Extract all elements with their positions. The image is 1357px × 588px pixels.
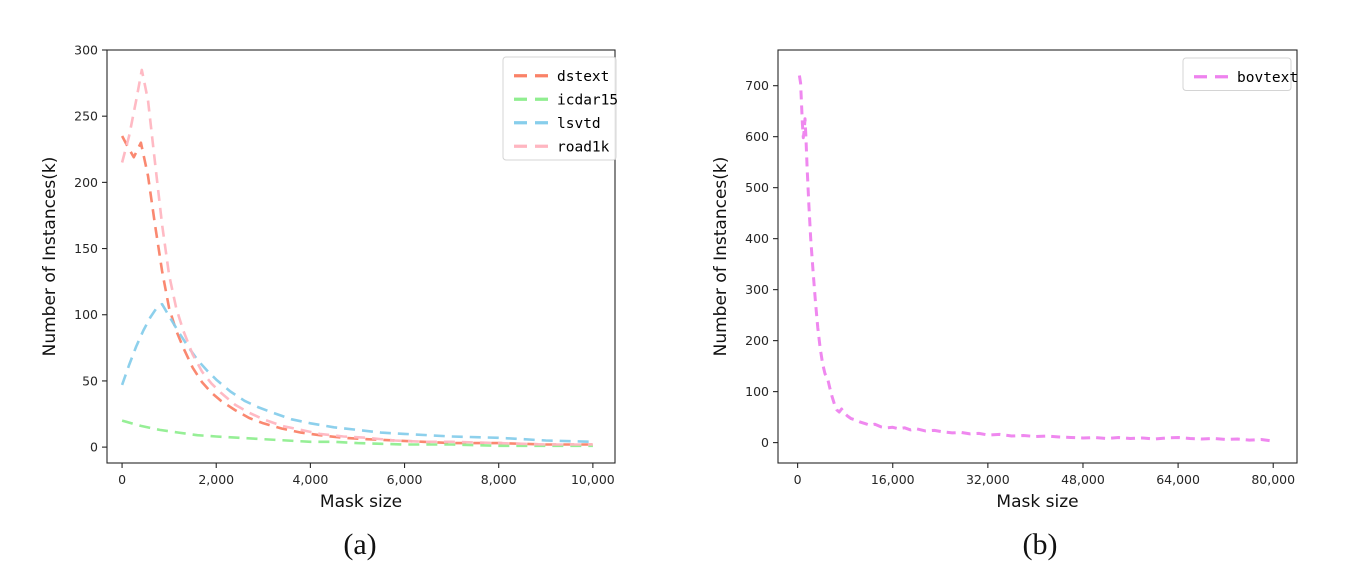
x-tick-label: 0 [794,472,802,487]
chart-a: 0 2,000 4,000 6,000 8,000 10,000 0 50 100 150 200 2… [40,43,618,513]
x-tick-label: 4,000 [292,472,328,487]
plot-frame-b [777,49,1298,464]
x-tick-label: 80,000 [1251,472,1295,487]
series-line-bovtext [797,75,1274,443]
y-axis-label-b: Number of Instances(k) [711,157,731,357]
caption-a: (a) [343,528,377,561]
x-axis-label-a: Mask size [320,492,402,512]
series-line-icdar15 [121,419,593,448]
y-tick-label: 50 [82,373,98,388]
x-tick-label: 48,000 [1061,472,1105,487]
y-tick-label: 300 [74,43,98,58]
legend-item-dstext: dstext [514,69,609,85]
x-axis-label-b: Mask size [996,492,1078,512]
x-tick-label: 32,000 [966,472,1010,487]
legend-item-road1k: road1k [514,139,610,155]
legend-label-bovtext: bovtext [1237,70,1298,86]
y-tick-label: 250 [74,109,98,124]
y-tick-label: 700 [745,78,769,93]
legend-b: bovtext [1182,57,1298,91]
legend-a: dstext icdar15 lsvtd road1k [502,56,618,161]
legend-item-bovtext: bovtext [1194,70,1298,86]
legend-label-lsvtd: lsvtd [557,116,601,132]
y-tick-label: 150 [74,241,98,256]
x-tick-label: 10,000 [571,472,615,487]
y-tick-label: 400 [745,231,769,246]
y-axis-label-a: Number of Instances(k) [40,157,60,357]
y-tick-label: 200 [74,175,98,190]
x-tick-label: 2,000 [198,472,234,487]
plot-frame-a [106,49,616,464]
y-tick-label: 600 [745,129,769,144]
x-tick-label: 16,000 [871,472,915,487]
legend-label-road1k: road1k [557,139,610,155]
y-tick-label: 100 [74,307,98,322]
legend-box-b [1182,57,1292,91]
x-tick-label: 6,000 [387,472,423,487]
x-tick-label: 0 [118,472,126,487]
y-tick-label: 0 [761,435,769,450]
x-tick-label: 8,000 [481,472,517,487]
series-line-dstext [120,135,593,446]
y-tick-label: 0 [90,440,98,455]
y-tick-label: 500 [745,180,769,195]
legend-item-icdar15: icdar15 [514,92,618,108]
caption-b: (b) [1022,528,1058,561]
y-tick-label: 300 [745,282,769,297]
series-line-road1k [120,68,593,446]
series-line-lsvtd [120,302,593,444]
legend-box-a [502,56,617,161]
chart-b: 0 16,000 32,000 48,000 64,000 80,000 0 100 200 30… [711,49,1298,512]
legend-label-icdar15: icdar15 [557,92,618,108]
legend-label-dstext: dstext [557,69,609,85]
legend-item-lsvtd: lsvtd [514,116,601,132]
y-tick-label: 100 [745,384,769,399]
x-tick-label: 64,000 [1156,472,1200,487]
y-tick-label: 200 [745,333,769,348]
